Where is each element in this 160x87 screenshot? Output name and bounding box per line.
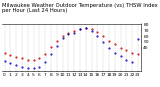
Text: Milwaukee Weather Outdoor Temperature (vs) THSW Index per Hour (Last 24 Hours): Milwaukee Weather Outdoor Temperature (v… [2, 3, 157, 13]
